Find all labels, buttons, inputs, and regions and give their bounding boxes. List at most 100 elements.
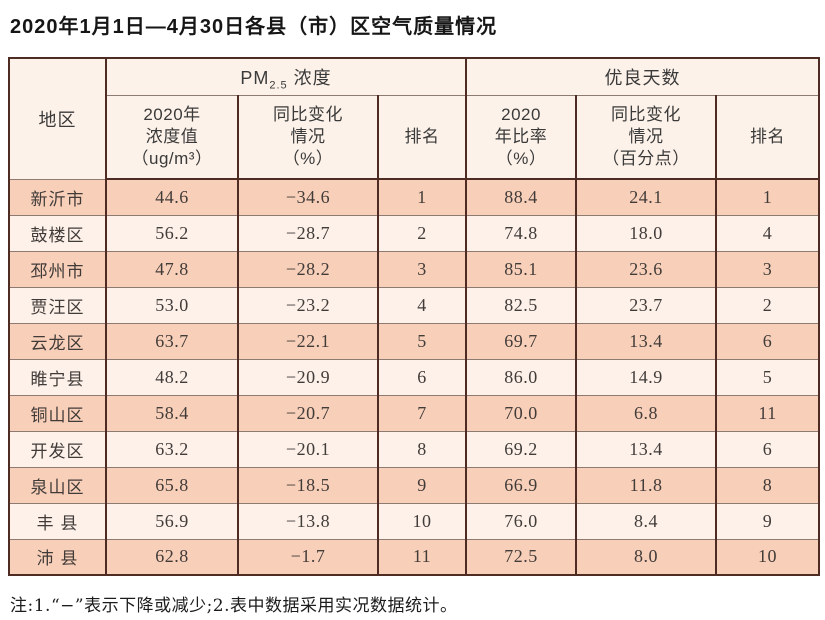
gd-rank-cell: 6: [715, 430, 821, 468]
pm-value-cell: 53.0: [105, 286, 239, 324]
table-row-peixian: 沛 县 62.8 −1.7 11 72.5 8.0 10: [8, 538, 821, 576]
pm-rank-cell: 1: [376, 178, 468, 216]
pm-change-cell: −18.5: [237, 466, 379, 504]
header-good-days-group: 优良天数: [465, 57, 821, 96]
region-cell: 泉山区: [8, 466, 107, 504]
pm-value-cell: 47.8: [105, 250, 239, 288]
gd-rate-cell: 66.9: [465, 466, 578, 504]
gd-change-cell: 23.6: [575, 250, 718, 288]
pm-change-cell: −1.7: [237, 538, 379, 576]
pm25-label-subscript: 2.5: [269, 79, 288, 92]
region-cell: 邳州市: [8, 250, 107, 288]
pm-value-cell: 44.6: [105, 178, 239, 216]
gd-rate-cell: 74.8: [465, 214, 578, 252]
gd-rate-cell: 70.0: [465, 394, 578, 432]
table-row-quanshan: 泉山区 65.8 −18.5 9 66.9 11.8 8: [8, 466, 821, 504]
gd-rate-cell: 85.1: [465, 250, 578, 288]
pm-rank-cell: 5: [376, 322, 468, 360]
table-row-pizhou: 邳州市 47.8 −28.2 3 85.1 23.6 3: [8, 250, 821, 288]
gd-rate-cell: 69.2: [465, 430, 578, 468]
region-cell: 云龙区: [8, 322, 107, 360]
gd-rank-cell: 9: [715, 502, 821, 540]
pm25-label-suffix: 浓度: [287, 68, 332, 88]
pm-value-cell: 65.8: [105, 466, 239, 504]
pm-rank-cell: 7: [376, 394, 468, 432]
table-row-fengxian: 丰 县 56.9 −13.8 10 76.0 8.4 9: [8, 502, 821, 540]
table-row-gulou: 鼓楼区 56.2 −28.7 2 74.8 18.0 4: [8, 214, 821, 252]
gd-rate-cell: 72.5: [465, 538, 578, 576]
pm-value-cell: 62.8: [105, 538, 239, 576]
header-pm-rank: 排名: [376, 95, 468, 180]
pm-rank-cell: 2: [376, 214, 468, 252]
pm-change-cell: −22.1: [237, 322, 379, 360]
pm-change-cell: −34.6: [237, 178, 379, 216]
region-cell: 丰 县: [8, 502, 107, 540]
gd-rank-cell: 5: [715, 358, 821, 396]
gd-change-cell: 18.0: [575, 214, 718, 252]
region-cell: 贾汪区: [8, 286, 107, 324]
header-sub-row: 2020年 浓度值 （ug/m³） 同比变化 情况 （%） 排名 2020 年比…: [9, 95, 821, 180]
table-row-yunlong: 云龙区 63.7 −22.1 5 69.7 13.4 6: [8, 322, 821, 360]
pm-value-cell: 56.9: [105, 502, 239, 540]
gd-rank-cell: 4: [715, 214, 821, 252]
gd-rank-cell: 1: [715, 178, 821, 216]
pm-change-cell: −23.2: [237, 286, 379, 324]
gd-change-cell: 13.4: [575, 322, 718, 360]
header-gd-rank: 排名: [715, 95, 821, 180]
table-row-suining: 睢宁县 48.2 −20.9 6 86.0 14.9 5: [8, 358, 821, 396]
gd-change-cell: 14.9: [575, 358, 718, 396]
pm-value-cell: 58.4: [105, 394, 239, 432]
header-gd-rate: 2020 年比率 （%）: [465, 95, 578, 180]
pm-rank-cell: 11: [376, 538, 468, 576]
pm-rank-cell: 9: [376, 466, 468, 504]
air-quality-table: 地区 PM2.5 浓度 优良天数 2020年 浓度值 （ug/m³） 同比变化 …: [8, 57, 821, 576]
gd-change-cell: 8.0: [575, 538, 718, 576]
pm25-label-prefix: PM: [240, 68, 270, 88]
pm-rank-cell: 10: [376, 502, 468, 540]
pm-change-cell: −28.2: [237, 250, 379, 288]
gd-rate-cell: 82.5: [465, 286, 578, 324]
pm-value-cell: 48.2: [105, 358, 239, 396]
pm-rank-cell: 6: [376, 358, 468, 396]
table-row-tongshan: 铜山区 58.4 −20.7 7 70.0 6.8 11: [8, 394, 821, 432]
header-group-row: 地区 PM2.5 浓度 优良天数: [8, 57, 821, 180]
region-cell: 睢宁县: [8, 358, 107, 396]
gd-change-cell: 24.1: [575, 178, 718, 216]
pm-change-cell: −28.7: [237, 214, 379, 252]
pm-value-cell: 63.2: [105, 430, 239, 468]
gd-change-cell: 23.7: [575, 286, 718, 324]
gd-change-cell: 11.8: [575, 466, 718, 504]
gd-rate-cell: 69.7: [465, 322, 578, 360]
region-cell: 新沂市: [8, 178, 107, 216]
gd-rank-cell: 8: [715, 466, 821, 504]
pm-rank-cell: 3: [376, 250, 468, 288]
gd-rank-cell: 3: [715, 250, 821, 288]
pm-change-cell: −20.1: [237, 430, 379, 468]
gd-rate-cell: 76.0: [465, 502, 578, 540]
table-header: 地区 PM2.5 浓度 优良天数 2020年 浓度值 （ug/m³） 同比变化 …: [8, 57, 821, 180]
region-cell: 铜山区: [8, 394, 107, 432]
header-pm-value: 2020年 浓度值 （ug/m³）: [105, 95, 239, 180]
gd-rate-cell: 88.4: [465, 178, 578, 216]
header-pm25-group: PM2.5 浓度: [104, 57, 468, 96]
table-row-xinyi: 新沂市 44.6 −34.6 1 88.4 24.1 1: [8, 178, 821, 216]
gd-rank-cell: 10: [715, 538, 821, 576]
pm-rank-cell: 8: [376, 430, 468, 468]
region-cell: 开发区: [8, 430, 107, 468]
gd-rank-cell: 6: [715, 322, 821, 360]
table-row-kaifaqu: 开发区 63.2 −20.1 8 69.2 13.4 6: [8, 430, 821, 468]
page-title: 2020年1月1日—4月30日各县（市）区空气质量情况: [10, 16, 498, 38]
footnote: 注:1.“−”表示下降或减少;2.表中数据采用实况数据统计。: [10, 596, 458, 616]
header-region: 地区: [8, 57, 107, 180]
pm-change-cell: −13.8: [237, 502, 379, 540]
table-body: 新沂市 44.6 −34.6 1 88.4 24.1 1 鼓楼区 56.2 −2…: [8, 178, 821, 576]
region-cell: 鼓楼区: [8, 214, 107, 252]
pm-value-cell: 63.7: [105, 322, 239, 360]
gd-rate-cell: 86.0: [465, 358, 578, 396]
pm-change-cell: −20.9: [237, 358, 379, 396]
header-gd-change: 同比变化 情况 （百分点）: [575, 95, 718, 180]
region-cell: 沛 县: [8, 538, 107, 576]
table-row-jiawang: 贾汪区 53.0 −23.2 4 82.5 23.7 2: [8, 286, 821, 324]
gd-change-cell: 8.4: [575, 502, 718, 540]
